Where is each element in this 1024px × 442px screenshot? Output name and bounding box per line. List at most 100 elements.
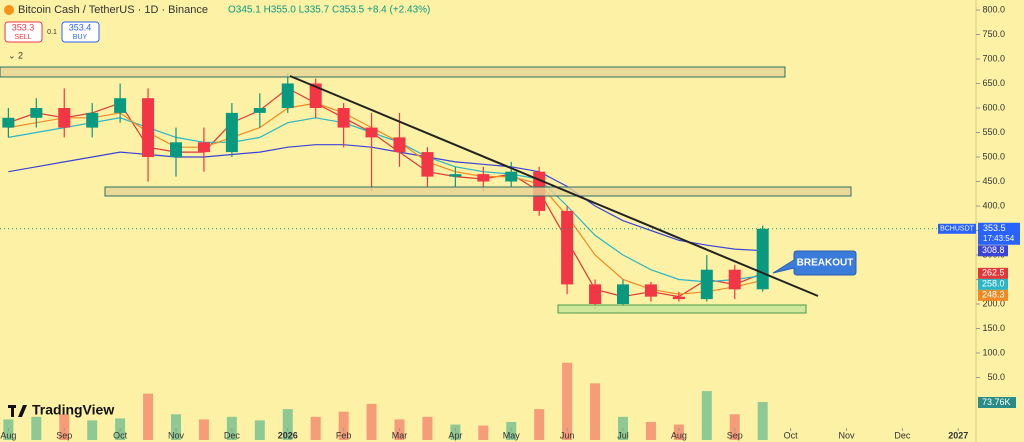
buy-button[interactable] (61, 21, 100, 43)
ma-tag (978, 289, 1008, 301)
candle-body (505, 171, 518, 182)
volume-bar (422, 416, 433, 440)
volume-bar (590, 383, 601, 440)
ma-tag (978, 245, 1008, 257)
candle-body (281, 83, 294, 108)
buy-price: 353.4 (69, 22, 92, 32)
volume-bar (562, 362, 573, 440)
y-tick-label: 700.0 (982, 53, 1005, 63)
candle-body (421, 152, 434, 177)
symbol-title: Bitcoin Cash / TetherUS · 1D · Binance (18, 4, 208, 16)
candle-body (86, 112, 99, 128)
volume-bar (282, 409, 293, 440)
indicator-toggle[interactable]: ⌄ 2 (8, 50, 23, 60)
candle-body (337, 107, 350, 128)
volume-bar (366, 403, 377, 440)
volume-bar (478, 425, 489, 440)
x-tick-label: Mar (392, 430, 408, 440)
trendline (289, 75, 819, 297)
candle-body (253, 107, 266, 113)
y-tick-label: 50.0 (987, 372, 1005, 382)
candle-body (644, 284, 657, 297)
x-tick-label: Aug (671, 430, 687, 440)
ma-label: 308.8 (982, 245, 1005, 255)
volume-bar (31, 416, 42, 440)
candle-body (477, 174, 490, 182)
x-tick-label: Aug (0, 430, 16, 440)
support-zone (104, 186, 852, 197)
moving-average (8, 87, 763, 298)
x-tick-label: Oct (113, 430, 128, 440)
candle-body (616, 284, 629, 304)
annotation-text: BREAKOUT (797, 258, 854, 269)
ticker-label: BCHUSDT (940, 226, 975, 233)
candle-body (142, 98, 155, 157)
volume-bar (171, 414, 182, 440)
plot (0, 73, 975, 440)
sell-label: SELL (14, 34, 31, 41)
y-tick-label: 500.0 (982, 151, 1005, 161)
x-tick-label: Nov (168, 430, 185, 440)
volume-bar (729, 414, 740, 440)
moving-average (8, 144, 763, 252)
candle-body (170, 142, 183, 157)
volume-label: 73.76K (982, 397, 1011, 407)
ma-label: 258.0 (982, 279, 1005, 289)
candle-body (225, 112, 238, 153)
ma-label: 248.3 (982, 290, 1005, 300)
volume-bar (534, 409, 545, 440)
volume-bar (143, 393, 154, 440)
volume-bar (59, 414, 70, 440)
resistance-zone (0, 66, 786, 78)
x-tick-label: Sep (727, 430, 743, 440)
candle-body (114, 98, 127, 113)
sell-price: 353.3 (12, 22, 35, 32)
volume-bar (701, 391, 712, 440)
y-tick-label: 800.0 (982, 4, 1005, 14)
brand-name: TradingView (32, 402, 114, 418)
base-zone (557, 304, 807, 314)
sell-button[interactable] (4, 21, 43, 43)
y-tick-label: 550.0 (982, 127, 1005, 137)
spread: 0.1 (47, 29, 57, 36)
candle-body (365, 127, 378, 138)
x-tick-label: Dec (224, 430, 241, 440)
buy-label: BUY (73, 34, 88, 41)
candle-body (2, 117, 15, 128)
x-tick-label: May (503, 430, 521, 440)
x-tick-label: Nov (838, 430, 855, 440)
candle-body (728, 269, 741, 290)
symbol-icon (4, 5, 14, 15)
ma-tag (978, 278, 1008, 290)
candle-body (672, 296, 685, 300)
countdown: 17:43:54 (983, 234, 1015, 243)
y-tick-label: 400.0 (982, 200, 1005, 210)
y-tick-label: 100.0 (982, 347, 1005, 357)
y-tick-label: 450.0 (982, 176, 1005, 186)
volume-tag (978, 397, 1016, 408)
candle-body (197, 142, 210, 153)
y-tick-label: 650.0 (982, 78, 1005, 88)
x-tick-label: Jul (617, 430, 629, 440)
brand-logo (8, 405, 27, 417)
logo-slash (18, 405, 27, 417)
y-tick-label: 200.0 (982, 298, 1005, 308)
volume-bar (310, 416, 321, 440)
x-tick-label: Feb (336, 430, 352, 440)
x-tick-label: Dec (894, 430, 911, 440)
x-tick-label: Sep (56, 430, 72, 440)
candle-body (58, 107, 71, 128)
candle-body (700, 269, 713, 300)
candle-body (561, 210, 574, 285)
x-tick-label: Jun (560, 430, 575, 440)
candle-body (309, 83, 322, 108)
candle-body (589, 284, 602, 304)
x-tick-label: Apr (448, 430, 462, 440)
y-tick-label: 600.0 (982, 102, 1005, 112)
volume-bar (450, 424, 461, 440)
x-tick-label: 2027 (948, 430, 968, 440)
volume-bar (198, 419, 209, 440)
x-tick-label: 2026 (278, 430, 298, 440)
